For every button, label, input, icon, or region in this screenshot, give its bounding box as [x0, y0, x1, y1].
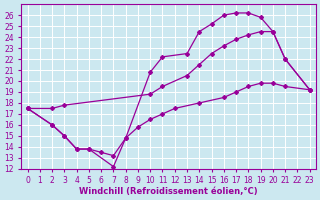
- X-axis label: Windchill (Refroidissement éolien,°C): Windchill (Refroidissement éolien,°C): [79, 187, 258, 196]
